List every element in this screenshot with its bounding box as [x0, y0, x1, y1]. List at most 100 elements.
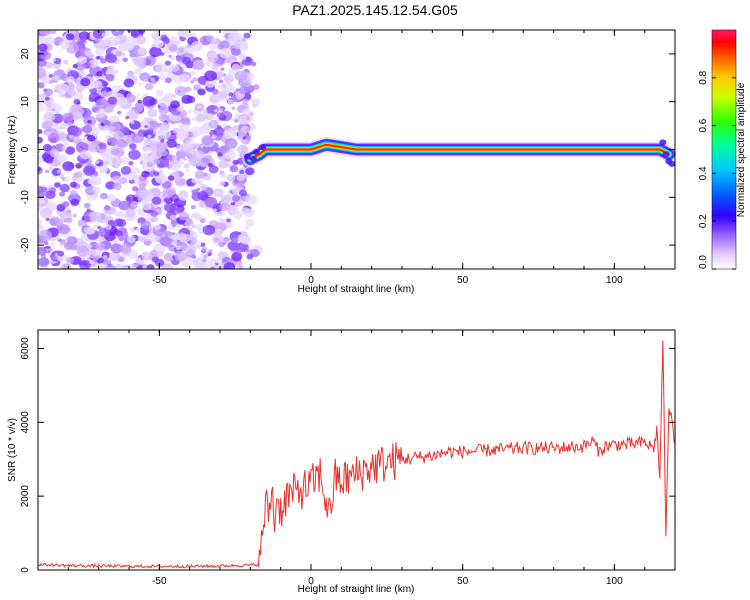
spectrogram-noise-blob — [56, 169, 62, 174]
spectrogram-noise-blob — [131, 31, 139, 38]
spectrogram-noise-blob — [59, 242, 65, 247]
spectrogram-noise-blob — [105, 226, 110, 230]
spectrogram-noise-blob — [226, 173, 236, 182]
spectrogram-noise-blob — [118, 42, 129, 52]
spectrogram-noise-blob — [196, 187, 201, 191]
spectrogram-noise-blob — [223, 74, 235, 84]
spectrogram-noise-blob — [170, 214, 177, 221]
spectrogram-noise-blob — [150, 249, 158, 256]
spectrogram-noise-blob — [45, 190, 56, 200]
spectrogram-noise-blob — [201, 135, 214, 146]
spectrogram-noise-blob — [183, 163, 190, 169]
spectrogram-noise-blob — [211, 38, 217, 43]
spectrogram-noise-blob — [208, 119, 219, 129]
spectrogram-noise-blob — [98, 165, 108, 174]
spectrogram-y-tick-label: 0 — [20, 146, 31, 152]
spectrogram-noise-blob — [44, 96, 50, 101]
spectrogram-noise-blob — [60, 94, 65, 98]
spectrogram-noise-blob — [108, 251, 120, 261]
spectrogram-noise-blob — [63, 176, 70, 182]
spectrogram-noise-blob — [126, 196, 132, 201]
spectrogram-noise-blob — [164, 202, 177, 213]
spectrogram-noise-blob — [137, 235, 146, 243]
spectrogram-noise-blob — [112, 36, 121, 43]
spectrogram-noise-blob — [115, 50, 123, 57]
spectrogram-noise-blob — [238, 189, 247, 197]
spectrogram-noise-blob — [197, 245, 202, 250]
spectrogram-noise-blob — [191, 117, 196, 122]
spectrogram-noise-blob — [190, 213, 198, 219]
spectrogram-noise-blob — [79, 259, 92, 269]
spectrogram-noise-blob — [92, 186, 101, 194]
spectrogram-noise-blob — [211, 88, 219, 95]
spectrogram-noise-blob — [221, 84, 227, 89]
spectrogram-noise-blob — [231, 251, 243, 262]
spectrogram-noise-blob — [175, 57, 180, 61]
spectrogram-noise-blob — [217, 84, 223, 89]
spectrogram-noise-blob — [51, 57, 56, 62]
spectrogram-noise-blob — [146, 161, 154, 168]
spectrogram-noise-blob — [103, 160, 110, 166]
colorbar-gradient — [712, 30, 736, 269]
spectrogram-noise-blob — [122, 57, 129, 63]
spectrogram-noise-blob — [103, 36, 116, 47]
spectrogram-noise-blob — [145, 146, 152, 152]
spectrogram-noise-blob — [149, 217, 155, 223]
spectrogram-noise-blob — [126, 109, 140, 120]
spectrogram-noise-blob — [211, 134, 217, 139]
spectrogram-noise-blob — [67, 121, 73, 127]
spectrogram-y-tick-label: 10 — [20, 96, 31, 108]
spectrogram-noise-blob — [216, 125, 222, 129]
spectrogram-noise-blob — [160, 139, 165, 143]
spectrogram-noise-blob — [190, 204, 197, 210]
spectrogram-noise-blob — [99, 192, 108, 200]
spectrogram-noise-blob — [91, 125, 96, 129]
spectrogram-noise-blob — [38, 156, 44, 164]
snr-y-tick-label: 2000 — [20, 485, 31, 508]
spectrogram-noise-blob — [38, 136, 43, 144]
spectrogram-noise-blob — [70, 198, 80, 207]
spectrogram-noise-blob — [158, 105, 170, 115]
spectrogram-noise-blob — [180, 73, 192, 83]
spectrogram-noise-blob — [237, 233, 250, 244]
spectrogram-noise-blob — [93, 193, 98, 198]
spectrogram-noise-blob — [222, 236, 231, 244]
spectrogram-noise-blob — [241, 146, 248, 151]
spectrogram-noise-blob — [219, 170, 225, 175]
spectrogram-noise-blob — [98, 227, 111, 238]
spectrogram-noise-blob — [219, 48, 232, 59]
spectrogram-x-tick-label: -50 — [152, 275, 167, 286]
spectrogram-noise-blob — [73, 138, 79, 143]
spectrogram-noise-blob — [134, 227, 141, 233]
spectrogram-noise-blob — [213, 109, 218, 113]
spectrogram-noise-blob — [228, 32, 240, 43]
spectrogram-noise-region — [38, 30, 264, 269]
spectrogram-noise-blob — [206, 104, 219, 115]
spectrogram-noise-blob — [239, 54, 247, 61]
spectrogram-noise-blob — [144, 125, 148, 129]
spectrogram-noise-blob — [228, 92, 234, 97]
spectrogram-noise-blob — [125, 116, 130, 120]
spectrogram-noise-blob — [233, 265, 240, 269]
snr-x-axis-label: Height of straight line (km) — [298, 584, 415, 595]
spectrogram-noise-blob — [163, 252, 175, 262]
spectrogram-noise-blob — [234, 70, 248, 82]
spectrogram-noise-blob — [190, 41, 204, 52]
spectrogram-noise-blob — [49, 149, 60, 158]
spectrogram-noise-blob — [82, 165, 96, 176]
spectrogram-noise-blob — [218, 108, 223, 112]
spectrogram-noise-blob — [76, 172, 84, 178]
spectrogram-noise-blob — [147, 108, 158, 118]
spectrogram-noise-blob — [218, 159, 229, 169]
spectrogram-noise-blob — [208, 94, 220, 104]
spectrogram-noise-blob — [99, 262, 107, 269]
spectrogram-noise-blob — [61, 145, 68, 151]
spectrogram-noise-blob — [139, 72, 151, 82]
spectrogram-noise-blob — [84, 50, 93, 57]
spectrogram-noise-blob — [181, 56, 191, 65]
spectrogram-noise-blob — [77, 219, 88, 228]
spectrogram-noise-blob — [70, 126, 83, 137]
spectrogram-noise-blob — [203, 254, 208, 259]
spectrogram-noise-blob — [231, 106, 236, 110]
spectrogram-noise-blob — [236, 181, 245, 188]
